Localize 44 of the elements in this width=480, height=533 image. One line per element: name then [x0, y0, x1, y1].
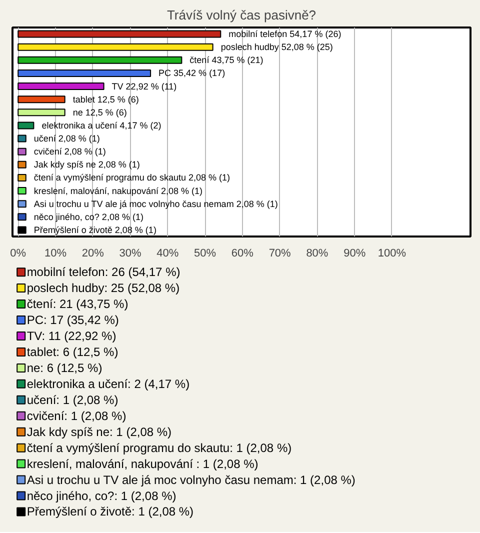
chart-title: Trávíš volný čas pasivně? — [166, 8, 316, 22]
data-label: učení 2,08 % (1) — [34, 134, 100, 144]
x-tick-label: 60% — [231, 248, 254, 260]
legend-label: poslech hudby: 25 (52,08 %) — [26, 281, 180, 296]
x-tick-label: 40% — [156, 248, 179, 260]
data-label: elektronika a učení 4,17 % (2) — [42, 120, 162, 130]
x-tick-label: 100% — [378, 248, 406, 260]
data-label: Asi u trochu u TV ale já moc volnyho času nemam 2,08 % (1) — [34, 198, 278, 209]
data-label: cvičení 2,08 % (1) — [34, 146, 106, 157]
data-label: tablet 12,5 % (6) — [72, 94, 139, 104]
legend-label: cvičení: 1 (2,08 %) — [26, 408, 126, 423]
legend-label: něco jiného, co?: 1 (2,08 %) — [26, 488, 176, 503]
legend-label: tablet: 6 (12,5 %) — [26, 344, 118, 359]
data-label: čtení 43,75 % (21) — [190, 55, 264, 66]
data-label: čtení a vymýšlení programu do skautu 2,08 % (1) — [34, 172, 230, 183]
legend-label: čtení: 21 (43,75 %) — [26, 297, 128, 312]
x-tick-label: 10% — [44, 248, 67, 260]
data-label: TV 22,92 % (11) — [112, 81, 177, 92]
legend-label: PC: 17 (35,42 %) — [26, 313, 119, 328]
data-label: ne 12,5 % (6) — [72, 107, 127, 118]
legend-label: ne: 6 (12,5 %) — [26, 360, 102, 375]
data-label: Jak kdy spíš ne 2,08 % (1) — [34, 160, 140, 170]
data-label: něco jiného, co? 2,08 % (1) — [34, 212, 144, 222]
x-tick-label: 30% — [119, 248, 142, 260]
legend-label: Asi u trochu u TV ale já moc volnyho času nemam: 1 (2,08 %) — [26, 472, 356, 487]
legend-label: čtení a vymýšlení programu do skautu: 1 (2,08 %) — [26, 440, 292, 455]
x-tick-label: 20% — [82, 248, 104, 260]
legend-label: TV: 11 (22,92 %) — [26, 328, 116, 343]
x-tick-label: 80% — [306, 248, 328, 260]
x-tick-label: 90% — [344, 248, 366, 260]
data-label: Přemýšlení o životě 2,08 % (1) — [34, 224, 156, 235]
legend-label: kreslení, malování, nakupování : 1 (2,08 %) — [26, 456, 258, 471]
data-label: poslech hudby 52,08 % (25) — [220, 42, 333, 52]
legend-label: elektronika a učení: 2 (4,17 %) — [26, 376, 190, 391]
legend-label: Přemýšlení o životě: 1 (2,08 %) — [26, 504, 194, 519]
legend-label: učení: 1 (2,08 %) — [26, 392, 118, 407]
legend-label: Jak kdy spíš ne: 1 (2,08 %) — [26, 424, 172, 439]
x-tick-label: 0% — [10, 248, 26, 260]
legend-label: mobilní telefon: 26 (54,17 %) — [26, 265, 180, 280]
x-tick-label: 70% — [268, 248, 292, 260]
data-label: mobilní telefon 54,17 % (26) — [228, 29, 342, 40]
x-tick-label: 50% — [194, 248, 216, 260]
data-label: PC 35,42 % (17) — [158, 68, 226, 78]
data-label: kreslení, malování, nakupování 2,08 % (1) — [34, 186, 202, 196]
